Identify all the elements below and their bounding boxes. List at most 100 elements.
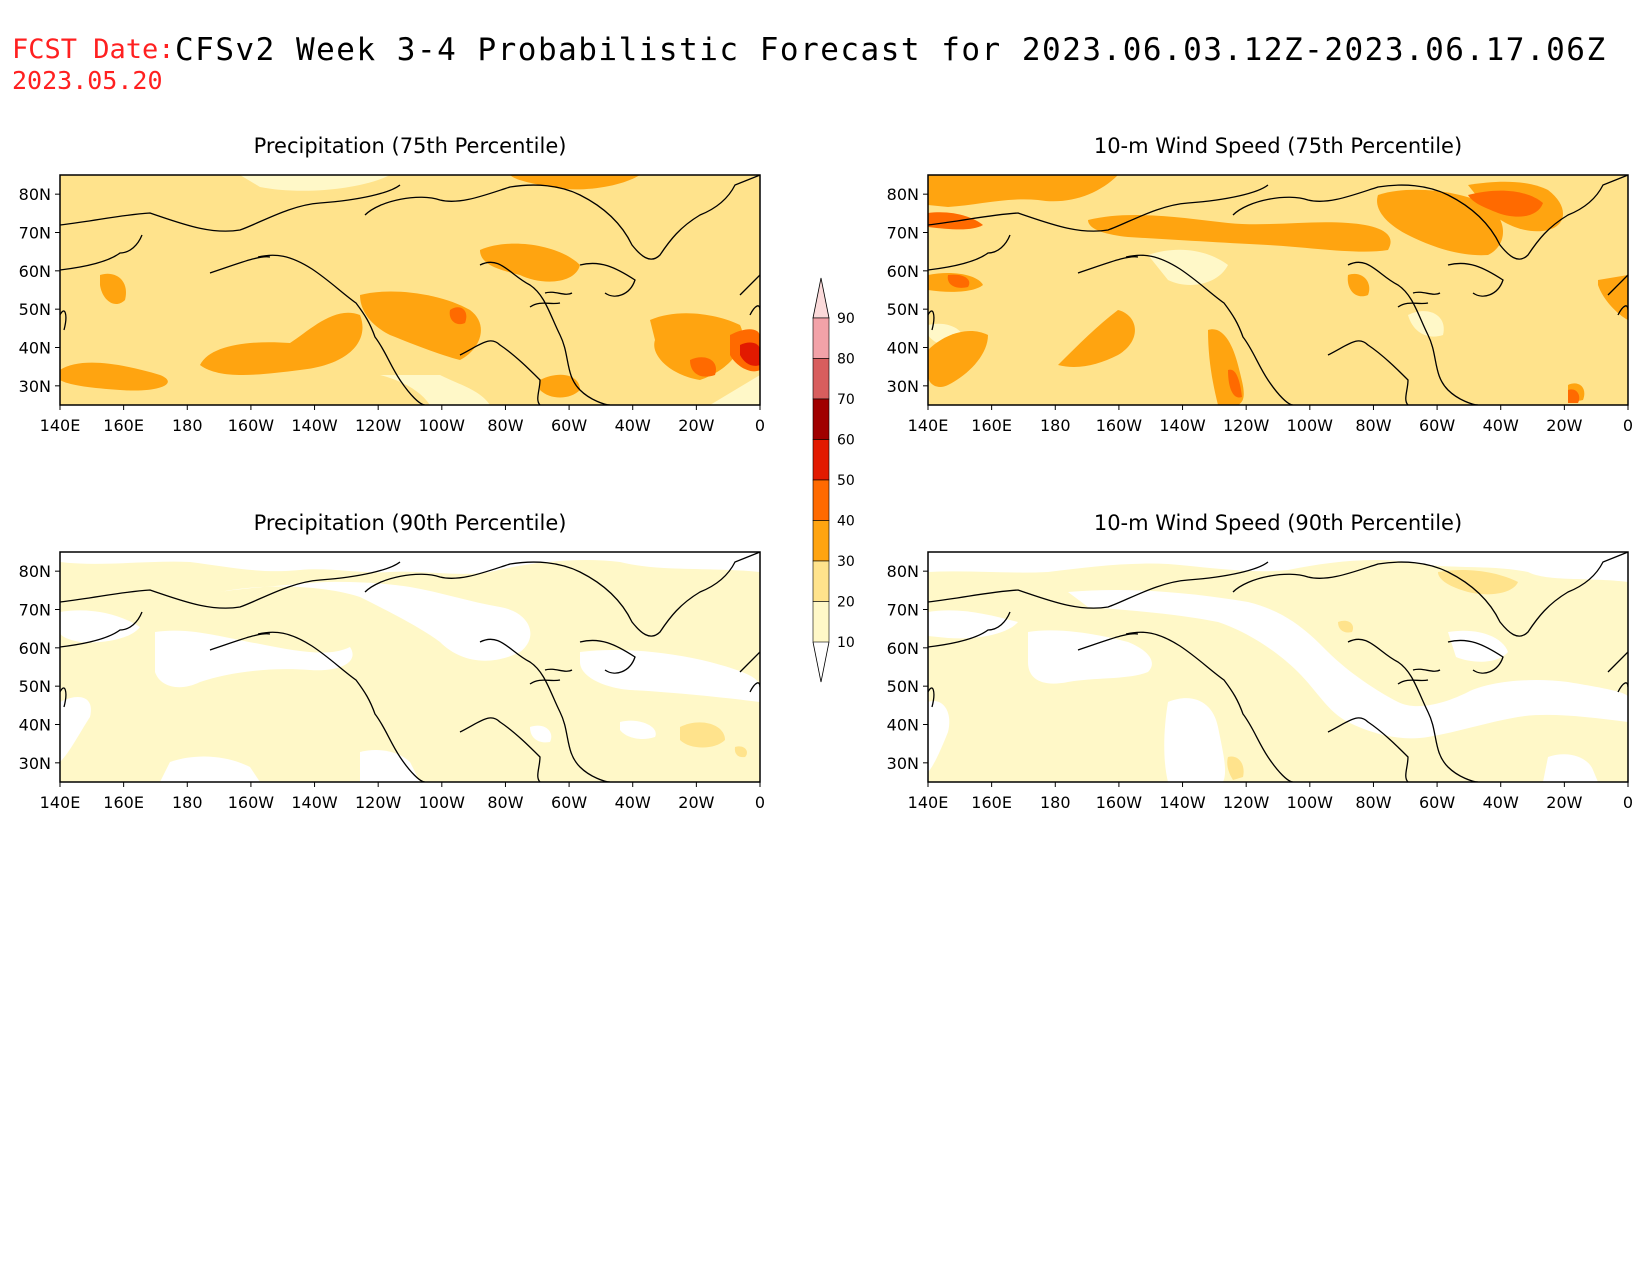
panel-title: 10-m Wind Speed (75th Percentile)	[1094, 134, 1462, 158]
lon-tick-label: 100W	[1287, 793, 1334, 812]
lon-tick-label: 160W	[228, 416, 275, 435]
lat-tick-label: 60N	[19, 639, 51, 658]
colorbar-segment	[812, 560, 830, 602]
lon-tick-label: 160E	[103, 416, 144, 435]
coastlines	[928, 175, 1628, 405]
lon-tick-label: 140W	[1159, 793, 1206, 812]
colorbar: 90 80 70 60 50 40 30 20 10	[812, 277, 855, 683]
prob-contour-area	[160, 756, 260, 782]
latitude-tick-labels: 80N 70N 60N 50N 40N 30N	[887, 562, 928, 773]
prob-contour-area	[60, 697, 91, 762]
lon-tick-label: 140W	[291, 416, 338, 435]
lon-tick-label: 80W	[1355, 793, 1391, 812]
prob-contour-area	[1468, 190, 1543, 217]
colorbar-label: 40	[837, 514, 855, 530]
lon-tick-label: 40W	[615, 416, 651, 435]
colorbar-label: 10	[837, 635, 855, 651]
lon-tick-label: 0	[1623, 793, 1633, 812]
prob-contour-area	[360, 750, 420, 782]
lon-tick-label: 0	[755, 416, 765, 435]
latitude-tick-labels: 80N 70N 60N 50N 40N 30N	[19, 185, 60, 396]
colorbar-top-arrow	[812, 277, 830, 319]
lon-tick-label: 20W	[678, 416, 714, 435]
prob-contour-area	[928, 701, 950, 772]
lon-tick-label: 20W	[1546, 793, 1582, 812]
prob-contour-area	[100, 273, 126, 305]
prob-contour-area	[580, 650, 760, 702]
lat-tick-label: 80N	[887, 562, 919, 581]
prob-contour-area	[928, 552, 1628, 582]
prob-contour-area	[510, 175, 640, 190]
prob-contour-area	[1438, 570, 1518, 595]
lat-tick-label: 70N	[19, 224, 51, 243]
prob-contour-area	[1543, 754, 1598, 782]
lon-tick-label: 140E	[40, 416, 81, 435]
prob-contour-area	[155, 630, 353, 688]
longitude-tick-labels: 140E 160E 180 160W 140W 120W 100W 80W 60W 40W 20W 0	[908, 782, 1633, 812]
lon-tick-label: 0	[755, 793, 765, 812]
forecast-date-value: 2023.05.20	[12, 66, 163, 95]
colorbar-label: 60	[837, 433, 855, 449]
prob-contour-area	[1227, 756, 1244, 780]
colorbar-label: 70	[837, 392, 855, 408]
longitude-tick-labels: 140E 160E 180 160W 140W 120W 100W 80W 60W 40W 20W 0	[908, 405, 1633, 435]
lon-tick-label: 160E	[103, 793, 144, 812]
map-frame	[59, 551, 761, 783]
prob-contour-area	[1028, 630, 1152, 684]
prob-contour-area	[540, 374, 580, 398]
lon-tick-label: 100W	[1287, 416, 1334, 435]
prob-contour-area	[928, 610, 1018, 639]
colorbar-segment	[812, 317, 830, 359]
lon-tick-label: 80W	[1355, 416, 1391, 435]
prob-contour-area	[1228, 369, 1242, 398]
lon-tick-label: 180	[1040, 416, 1071, 435]
lon-tick-label: 140W	[291, 793, 338, 812]
longitude-tick-labels: 140E 160E 180 160W 140W 120W 100W 80W 60W 40W 20W 0	[40, 405, 765, 435]
colorbar-label: 90	[837, 311, 855, 327]
prob-contour-area	[928, 330, 988, 387]
lon-tick-label: 0	[1623, 416, 1633, 435]
figure-title: CFSv2 Week 3-4 Probabilistic Forecast fo…	[175, 32, 1607, 68]
colorbar-labels: 90 80 70 60 50 40 30 20 10	[837, 311, 855, 651]
panel-precip-75: Precipitation (75th Percentile)	[19, 134, 765, 435]
prob-contour-area	[1338, 620, 1354, 633]
prob-contour-area	[530, 725, 552, 743]
forecast-date-label: FCST Date:	[12, 34, 175, 65]
colorbar-segments	[812, 317, 830, 643]
prob-contour-area	[1448, 630, 1508, 662]
probability-field-contours	[60, 552, 760, 782]
lon-tick-label: 180	[172, 416, 203, 435]
prob-contour-area	[680, 722, 725, 748]
prob-area-low	[380, 375, 490, 405]
lat-tick-label: 30N	[887, 377, 919, 396]
lat-tick-label: 40N	[887, 716, 919, 735]
prob-contour-area	[1347, 273, 1370, 297]
colorbar-label: 20	[837, 595, 855, 611]
lon-tick-label: 160E	[971, 416, 1012, 435]
lat-tick-label: 60N	[887, 639, 919, 658]
lon-tick-label: 100W	[419, 793, 466, 812]
prob-contour-area	[620, 720, 656, 740]
lat-tick-label: 60N	[19, 262, 51, 281]
lon-tick-label: 80W	[487, 416, 523, 435]
lon-tick-label: 140W	[1159, 416, 1206, 435]
probability-field-contours	[928, 552, 1628, 782]
lat-tick-label: 50N	[887, 300, 919, 319]
prob-contour-area	[480, 243, 580, 282]
lat-tick-label: 30N	[887, 754, 919, 773]
no-prob-area	[60, 552, 760, 574]
lon-tick-label: 20W	[678, 793, 714, 812]
lat-tick-label: 80N	[19, 562, 51, 581]
prob-contour-area	[947, 274, 970, 288]
colorbar-segment	[812, 398, 830, 440]
prob-contour-area	[740, 342, 760, 366]
lon-tick-label: 160W	[1096, 793, 1143, 812]
lon-tick-label: 120W	[355, 793, 402, 812]
lon-tick-label: 120W	[1223, 416, 1270, 435]
colorbar-segment	[812, 479, 830, 521]
colorbar-label: 30	[837, 554, 855, 570]
lat-tick-label: 50N	[19, 677, 51, 696]
lon-tick-label: 60W	[551, 416, 587, 435]
lat-tick-label: 70N	[887, 601, 919, 620]
